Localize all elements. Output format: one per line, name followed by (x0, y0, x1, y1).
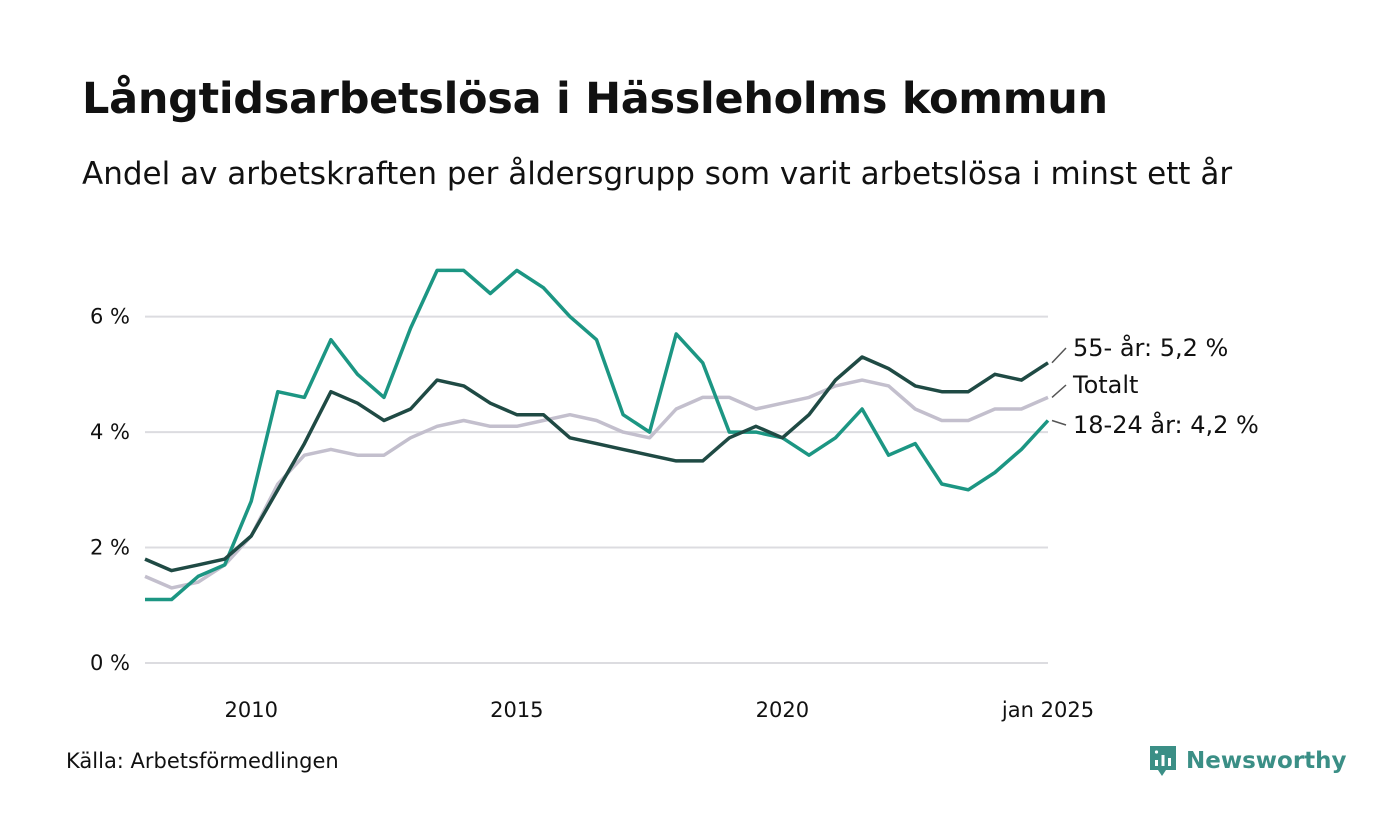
x-tick-label: 2020 (756, 698, 809, 722)
chart-subtitle: Andel av arbetskraften per åldersgrupp s… (82, 156, 1233, 192)
x-tick-label: jan 2025 (1001, 698, 1094, 722)
series-line-2 (145, 268, 1050, 602)
newsworthy-logo-icon (1150, 746, 1176, 776)
chart-title: Långtidsarbetslösa i Hässleholms kommun (82, 74, 1108, 124)
y-tick-label: 6 % (90, 305, 130, 329)
brand-name: Newsworthy (1186, 748, 1347, 774)
end-label-leader (1051, 347, 1067, 364)
x-tick-label: 2010 (225, 698, 278, 722)
series-lines (144, 268, 1050, 602)
x-tick-label: 2015 (490, 698, 543, 722)
gridlines (145, 315, 1048, 664)
end-labels: 55- år: 5,2 % Totalt 18-24 år: 4,2 % (1051, 333, 1259, 439)
end-label-leader (1051, 419, 1067, 426)
brand-logo[interactable]: Newsworthy (1148, 744, 1347, 778)
x-axis-ticks: 2010 2015 2020 jan 2025 (225, 698, 1095, 722)
end-label: 55- år: 5,2 % (1073, 333, 1228, 362)
y-tick-label: 2 % (90, 536, 130, 560)
series-line-1 (144, 378, 1049, 590)
end-label-leader (1051, 384, 1067, 398)
series-line-0 (144, 355, 1049, 573)
source-note: Källa: Arbetsförmedlingen (66, 749, 339, 773)
end-label: 18-24 år: 4,2 % (1073, 410, 1259, 439)
end-label: Totalt (1072, 371, 1138, 399)
y-axis-ticks: 0 % 2 % 4 % 6 % (90, 305, 130, 675)
y-tick-label: 4 % (90, 420, 130, 444)
y-tick-label: 0 % (90, 651, 130, 675)
